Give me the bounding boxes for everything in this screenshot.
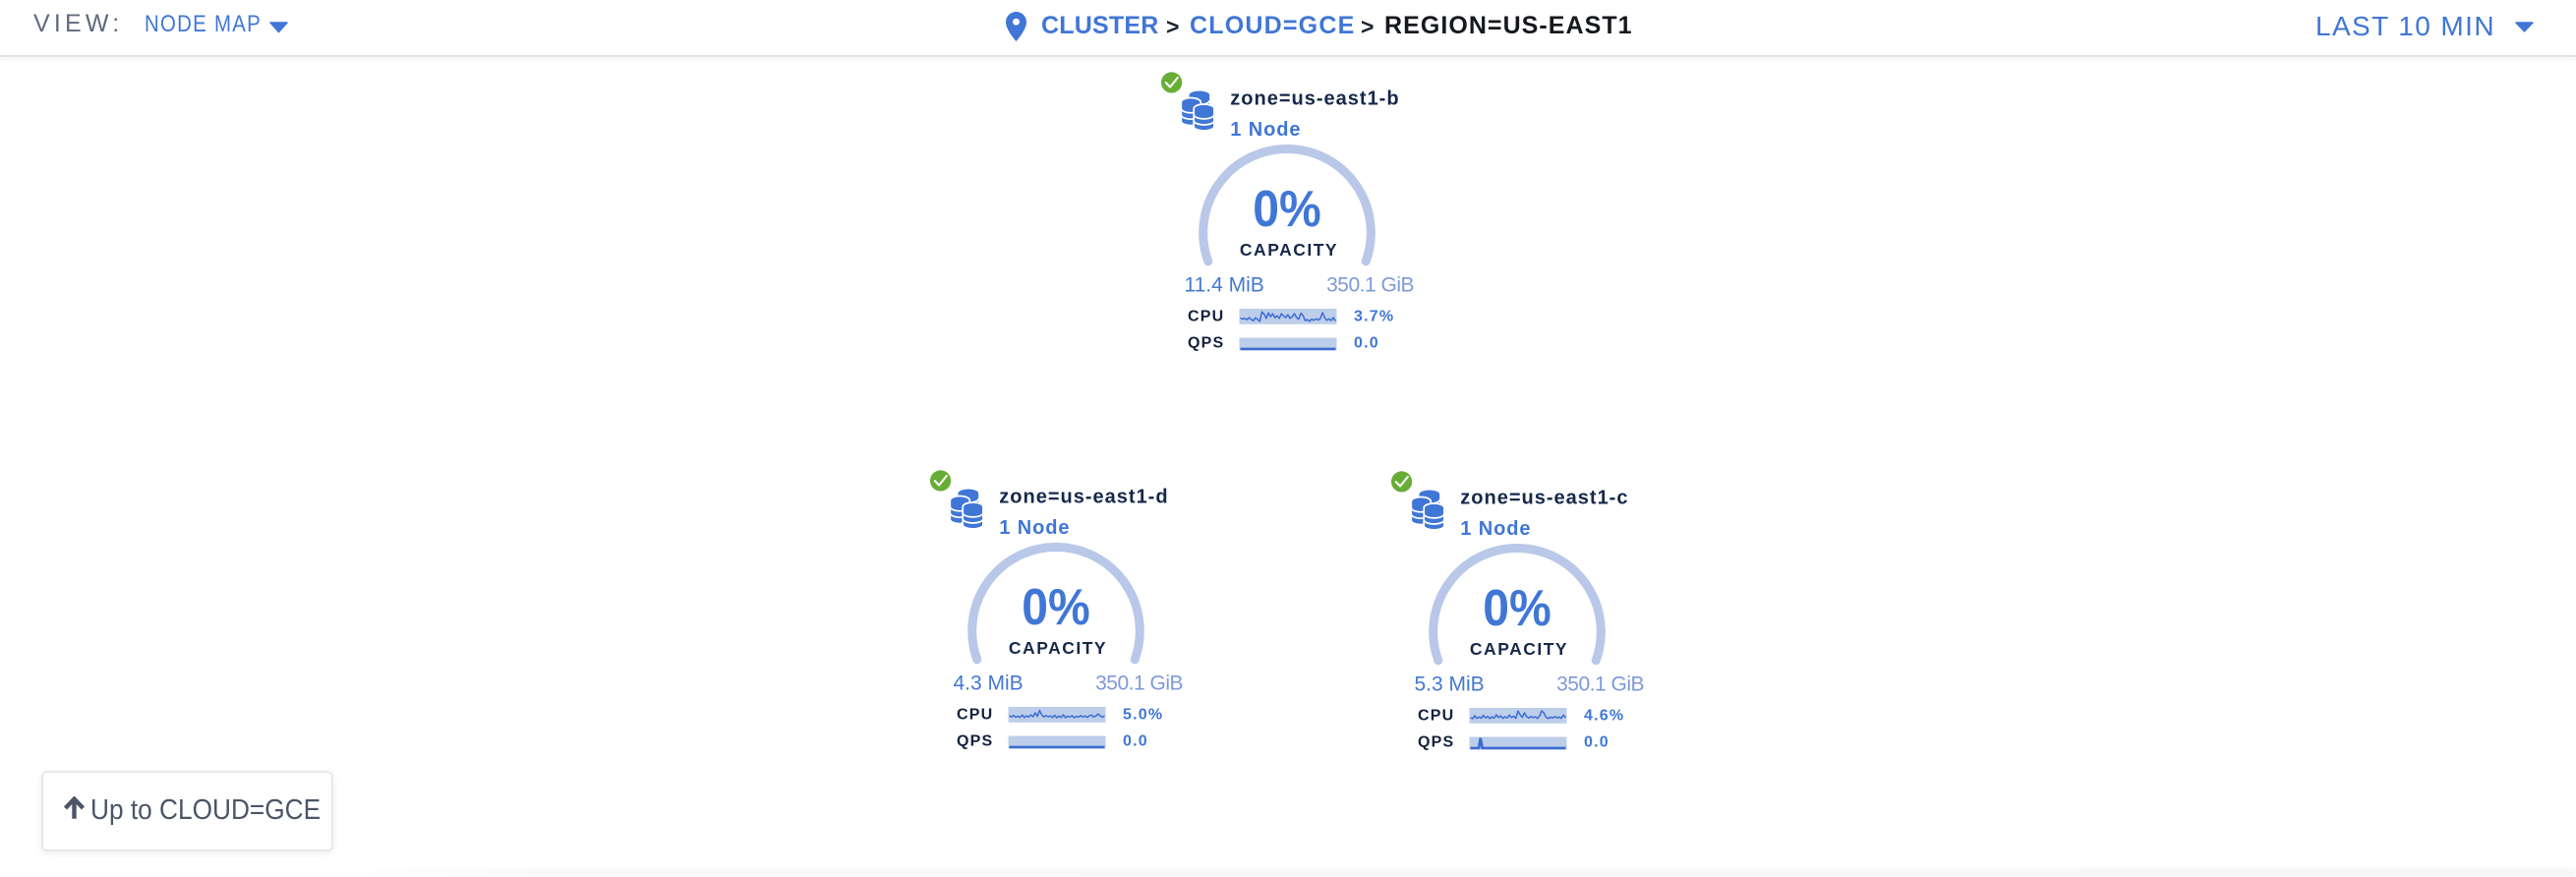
svg-text:5.0%: 5.0% xyxy=(1123,706,1163,723)
svg-text:11.4 MiB: 11.4 MiB xyxy=(1185,273,1264,296)
svg-text:0%: 0% xyxy=(1253,181,1321,238)
svg-text:CAPACITY: CAPACITY xyxy=(1470,638,1568,658)
svg-text:QPS: QPS xyxy=(1188,334,1224,351)
svg-text:1 Node: 1 Node xyxy=(1460,518,1531,540)
svg-text:zone=us-east1-b: zone=us-east1-b xyxy=(1230,88,1399,109)
svg-text:0.0: 0.0 xyxy=(1584,733,1610,750)
svg-text:zone=us-east1-c: zone=us-east1-c xyxy=(1460,487,1628,508)
svg-text:QPS: QPS xyxy=(957,732,993,749)
svg-text:3.7%: 3.7% xyxy=(1354,308,1394,324)
svg-text:0.0: 0.0 xyxy=(1123,732,1148,749)
svg-text:QPS: QPS xyxy=(1418,733,1454,750)
svg-text:1 Node: 1 Node xyxy=(1000,517,1071,539)
svg-text:5.3 MiB: 5.3 MiB xyxy=(1414,672,1484,695)
svg-text:CPU: CPU xyxy=(957,706,993,723)
svg-text:350.1 GiB: 350.1 GiB xyxy=(1556,672,1644,695)
svg-text:CPU: CPU xyxy=(1418,707,1454,724)
svg-text:0%: 0% xyxy=(1023,578,1091,635)
svg-text:CPU: CPU xyxy=(1188,308,1224,324)
svg-text:350.1 GiB: 350.1 GiB xyxy=(1326,273,1414,296)
svg-text:4.3 MiB: 4.3 MiB xyxy=(954,672,1024,694)
svg-text:CAPACITY: CAPACITY xyxy=(1240,240,1338,260)
svg-text:4.6%: 4.6% xyxy=(1584,707,1624,724)
svg-text:zone=us-east1-d: zone=us-east1-d xyxy=(1000,486,1169,507)
svg-text:0%: 0% xyxy=(1483,579,1551,636)
svg-text:350.1 GiB: 350.1 GiB xyxy=(1095,672,1183,694)
svg-text:1 Node: 1 Node xyxy=(1230,119,1301,141)
svg-text:0.0: 0.0 xyxy=(1354,334,1379,351)
svg-text:CAPACITY: CAPACITY xyxy=(1009,637,1107,657)
